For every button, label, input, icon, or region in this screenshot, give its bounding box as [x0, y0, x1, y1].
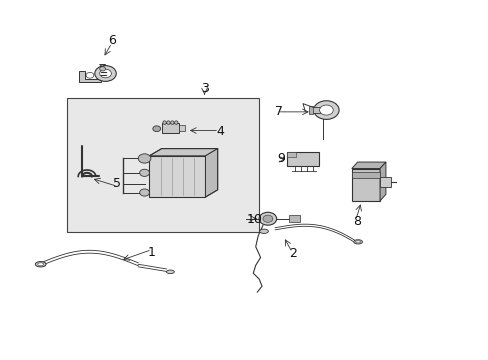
Bar — [379, 177, 390, 187]
Bar — [351, 172, 379, 178]
Polygon shape — [149, 149, 217, 156]
Text: 6: 6 — [108, 33, 116, 47]
Text: 5: 5 — [113, 177, 121, 190]
Ellipse shape — [166, 121, 170, 125]
Bar — [351, 168, 379, 201]
Polygon shape — [351, 162, 385, 168]
Bar — [66, 98, 259, 232]
Text: 10: 10 — [246, 213, 262, 226]
Circle shape — [153, 126, 160, 132]
Circle shape — [100, 69, 111, 78]
Polygon shape — [205, 149, 217, 197]
Circle shape — [140, 189, 149, 196]
Bar — [288, 215, 299, 222]
Text: 7: 7 — [274, 105, 282, 118]
Ellipse shape — [259, 229, 268, 233]
Text: 9: 9 — [277, 152, 285, 165]
Circle shape — [319, 105, 332, 115]
Circle shape — [313, 101, 338, 120]
Circle shape — [140, 169, 149, 176]
Circle shape — [86, 72, 94, 78]
Bar — [287, 152, 318, 166]
Text: 8: 8 — [352, 215, 360, 228]
Polygon shape — [79, 71, 101, 82]
Ellipse shape — [35, 262, 46, 267]
Circle shape — [259, 212, 276, 225]
Bar — [308, 106, 312, 114]
Bar — [149, 156, 205, 197]
Ellipse shape — [38, 263, 43, 266]
Text: 1: 1 — [147, 246, 156, 259]
Circle shape — [140, 155, 149, 162]
Circle shape — [95, 66, 116, 81]
Text: 3: 3 — [200, 82, 208, 95]
Ellipse shape — [174, 121, 178, 125]
Circle shape — [100, 67, 105, 71]
Circle shape — [263, 215, 272, 222]
Bar — [287, 152, 296, 157]
Bar — [161, 123, 178, 134]
Bar — [310, 107, 320, 113]
Ellipse shape — [166, 270, 174, 274]
Circle shape — [138, 154, 151, 163]
Bar — [178, 125, 185, 131]
Text: 4: 4 — [216, 125, 224, 138]
Polygon shape — [379, 162, 385, 201]
Ellipse shape — [170, 121, 174, 125]
Ellipse shape — [163, 121, 166, 125]
Ellipse shape — [355, 241, 360, 243]
Ellipse shape — [353, 240, 362, 244]
Text: 2: 2 — [289, 247, 297, 260]
